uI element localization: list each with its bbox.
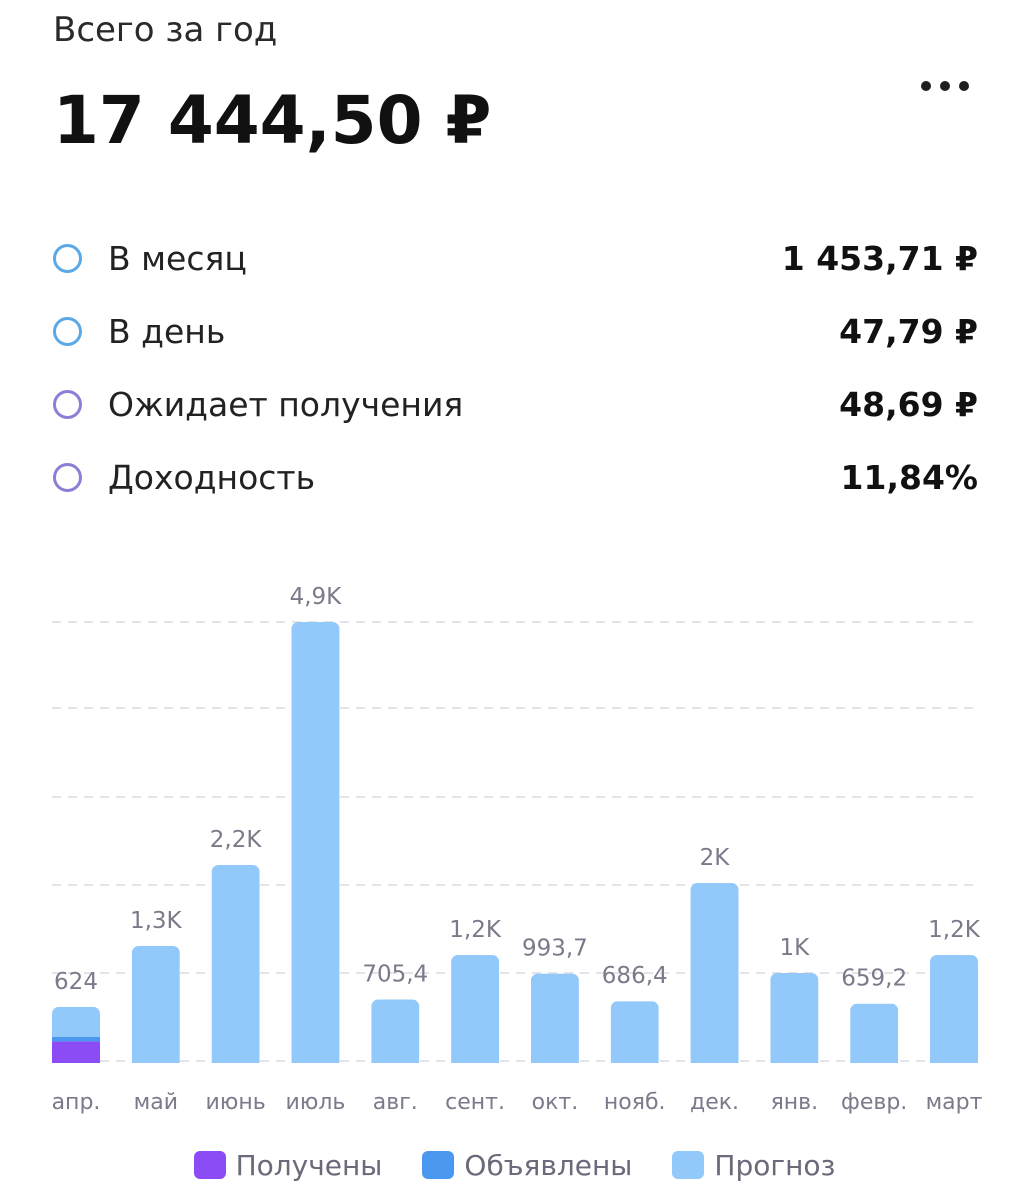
bar-value-label: 2K [700,845,731,871]
bar-value-label: 705,4 [362,962,428,988]
bar-group [690,883,739,1063]
legend-label: Получены [235,1148,383,1182]
x-tick-label: янв. [771,1090,819,1115]
bar-segment [610,1001,659,1063]
bar-segment [690,883,739,1063]
bar-value-label: 1,2K [449,917,502,943]
stat-row-monthly: В месяц 1 453,71 ₽ [53,222,978,295]
stat-label: Ожидает получения [108,385,464,424]
x-tick-label: нояб. [604,1090,666,1115]
stat-value: 48,69 ₽ [839,385,978,424]
bar-group [610,1001,659,1063]
bar-value-label: 1K [780,935,811,961]
legend-swatch [422,1151,455,1179]
bar-group [211,865,260,1063]
bar-segment [530,973,579,1063]
dividends-bar-chart: 624 апр. 1,3K май 2,2K июнь 4,9K июль 705,4 авг. 1… [52,584,983,1115]
legend-item-announced[interactable]: Объявлены [422,1149,632,1182]
bar-group [770,973,819,1063]
bar-segment [291,622,340,1063]
legend-label: Объявлены [464,1148,633,1182]
bar-group [131,946,180,1063]
more-horizontal-icon [940,81,950,91]
x-tick-label: окт. [532,1090,579,1115]
bar-segment [371,999,420,1063]
bar-segment [211,865,260,1063]
legend-swatch [672,1151,705,1179]
legend-item-received[interactable]: Получены [193,1148,383,1182]
bar-value-label: 624 [54,969,98,995]
bar-value-label: 686,4 [602,963,668,989]
bar-value-label: 1,3K [130,908,183,934]
bar-value-label: 1,2K [928,917,981,943]
bar-segment [451,955,500,1063]
bar-segment [131,946,180,1063]
bar-value-label: 4,9K [290,584,343,610]
more-horizontal-icon [921,81,931,91]
circle-marker-icon [53,317,82,346]
stat-value: 47,79 ₽ [839,312,978,351]
bar-group [850,1003,899,1063]
x-tick-label: июль [286,1090,346,1115]
bar-segment [770,973,819,1063]
more-options-button[interactable] [910,66,980,106]
stat-label: Доходность [108,458,316,497]
bar-segment [52,1006,100,1037]
stats-list: В месяц 1 453,71 ₽ В день 47,79 ₽ Ожидае… [53,222,978,514]
bar-group [451,955,500,1063]
chart-legend: Получены Объявлены Прогноз [0,1140,1029,1190]
stat-row-daily: В день 47,79 ₽ [53,295,978,368]
x-tick-label: июнь [206,1090,266,1115]
more-horizontal-icon [959,81,969,91]
bar-segment [850,1003,899,1063]
bar-segment [52,1036,100,1042]
legend-item-forecast[interactable]: Прогноз [672,1149,835,1182]
legend-label: Прогноз [714,1148,836,1182]
x-tick-label: март [926,1090,983,1115]
circle-marker-icon [53,244,82,273]
bar-group [371,999,420,1063]
x-tick-label: авг. [373,1090,418,1115]
bar-group [530,973,579,1063]
bar-value-label: 659,2 [841,966,907,992]
bar-segment [930,955,978,1063]
stat-label: В день [108,312,226,351]
header-subtitle: Всего за год [53,10,278,50]
bar-value-label: 2,2K [210,827,263,853]
total-amount: 17 444,50 ₽ [53,82,492,159]
stat-value: 1 453,71 ₽ [781,239,978,278]
legend-swatch [193,1151,226,1179]
bar-group [291,622,340,1063]
x-tick-label: дек. [690,1090,739,1115]
stat-row-pending: Ожидает получения 48,69 ₽ [53,368,978,441]
stat-value: 11,84% [840,458,978,497]
bar-group [52,1006,100,1063]
x-tick-label: сент. [445,1090,505,1115]
stat-label: В месяц [108,239,247,278]
circle-marker-icon [53,390,82,419]
x-tick-label: май [134,1090,178,1115]
x-tick-label: апр. [52,1090,101,1115]
bar-group [930,955,978,1063]
x-tick-label: февр. [841,1090,907,1115]
circle-marker-icon [53,463,82,492]
bar-segment [52,1041,100,1063]
bar-value-label: 993,7 [522,936,588,962]
stat-row-yield: Доходность 11,84% [53,441,978,514]
